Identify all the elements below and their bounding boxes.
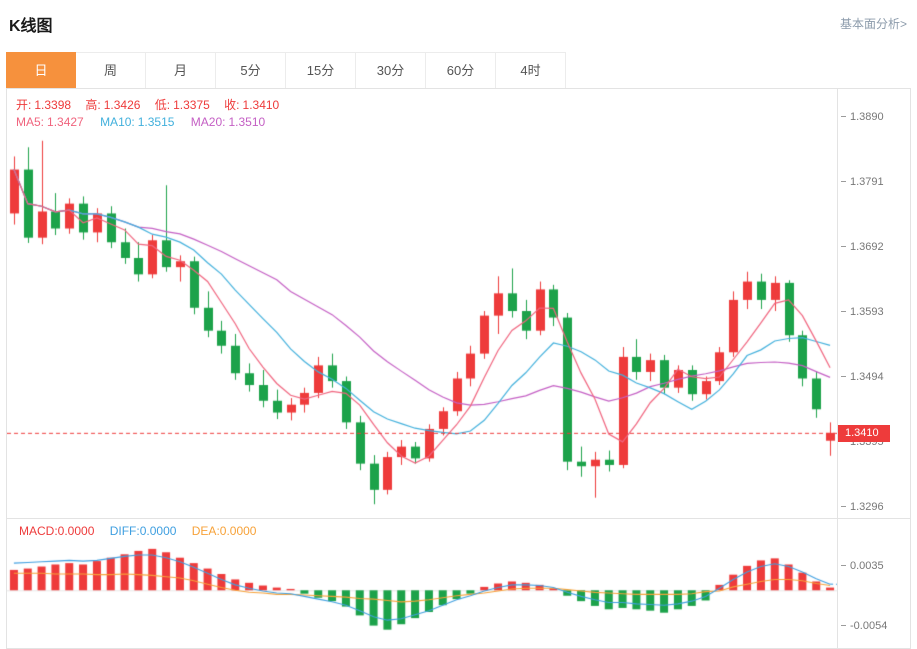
y-axis-label: 1.3296 xyxy=(841,501,884,513)
dea-readout: DEA:0.0000 xyxy=(191,524,257,538)
high-readout: 高: 1.3426 xyxy=(85,98,141,112)
macd-readout: MACD:0.0000 xyxy=(19,524,95,538)
header: K线图 基本面分析> xyxy=(0,0,917,52)
ma10-readout: MA10: 1.3515 xyxy=(100,115,175,129)
tab-month[interactable]: 月 xyxy=(146,52,216,88)
macd-axis-label: 0.0035 xyxy=(841,560,884,572)
page-title: K线图 xyxy=(9,18,53,35)
low-readout: 低: 1.3375 xyxy=(154,98,210,112)
fundamental-analysis-link[interactable]: 基本面分析> xyxy=(839,17,907,31)
open-readout: 开: 1.3398 xyxy=(16,98,72,112)
ma-info: MA5: 1.3427 MA10: 1.3515 MA20: 1.3510 xyxy=(16,115,278,129)
tab-15min[interactable]: 15分 xyxy=(286,52,356,88)
current-price-tag: 1.3410 xyxy=(838,424,890,442)
candlestick-panel: 开: 1.3398 高: 1.3426 低: 1.3375 收: 1.3410 MA5:… xyxy=(7,89,910,519)
candlestick-plot-area[interactable]: 开: 1.3398 高: 1.3426 低: 1.3375 收: 1.3410 MA5:… xyxy=(7,89,838,518)
macd-axis-label: -0.0054 xyxy=(841,620,887,632)
y-axis-label: 1.3791 xyxy=(841,176,884,188)
candlestick-canvas[interactable] xyxy=(7,89,837,518)
macd-axis: 0.0035 -0.0054 xyxy=(838,519,910,648)
tab-week[interactable]: 周 xyxy=(76,52,146,88)
tab-5min[interactable]: 5分 xyxy=(216,52,286,88)
tab-day[interactable]: 日 xyxy=(6,52,76,88)
tab-60min[interactable]: 60分 xyxy=(426,52,496,88)
macd-info: MACD:0.0000 DIFF:0.0000 DEA:0.0000 xyxy=(19,524,268,538)
y-axis-label: 1.3692 xyxy=(841,241,884,253)
diff-readout: DIFF:0.0000 xyxy=(109,524,177,538)
y-axis-label: 1.3593 xyxy=(841,306,884,318)
macd-canvas[interactable] xyxy=(7,519,837,648)
close-readout: 收: 1.3410 xyxy=(224,98,280,112)
y-axis-label: 1.3494 xyxy=(841,371,884,383)
ma5-readout: MA5: 1.3427 xyxy=(16,115,84,129)
macd-panel: MACD:0.0000 DIFF:0.0000 DEA:0.0000 0.003… xyxy=(7,519,910,648)
y-axis-label: 1.3890 xyxy=(841,111,884,123)
price-axis: 1.3890 1.3791 1.3692 1.3593 1.3494 1.339… xyxy=(838,89,910,518)
ma20-readout: MA20: 1.3510 xyxy=(190,115,266,129)
period-tabs: 日 周 月 5分 15分 30分 60分 4时 xyxy=(6,52,911,88)
kline-chart: 开: 1.3398 高: 1.3426 低: 1.3375 收: 1.3410 MA5:… xyxy=(6,88,911,649)
ohlc-info: 开: 1.3398 高: 1.3426 低: 1.3375 收: 1.3410 xyxy=(16,96,290,113)
tab-4hour[interactable]: 4时 xyxy=(496,52,566,88)
macd-plot-area[interactable]: MACD:0.0000 DIFF:0.0000 DEA:0.0000 xyxy=(7,519,838,648)
tab-30min[interactable]: 30分 xyxy=(356,52,426,88)
